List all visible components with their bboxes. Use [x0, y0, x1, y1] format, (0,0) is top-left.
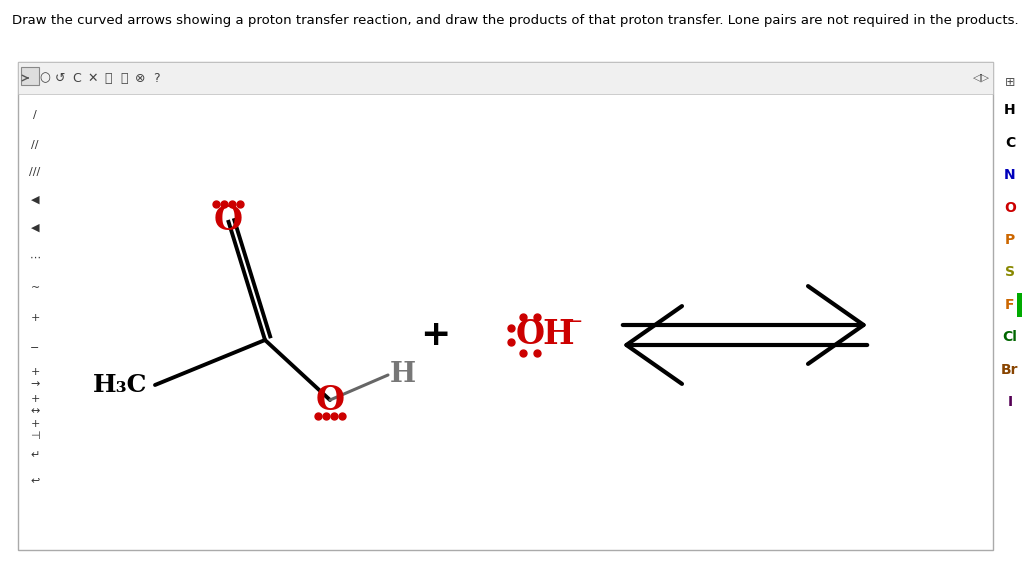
Text: ⊞: ⊞	[1005, 76, 1015, 89]
Text: ◀: ◀	[31, 195, 39, 205]
Bar	[18, 62, 993, 94]
Text: Draw the curved arrows showing a proton transfer reaction, and draw the products: Draw the curved arrows showing a proton …	[12, 14, 1019, 27]
Text: ↺: ↺	[54, 72, 66, 85]
Text: O: O	[1005, 201, 1016, 215]
Text: −: −	[31, 343, 40, 353]
Text: ///: ///	[30, 167, 41, 177]
Text: C: C	[73, 72, 81, 85]
Text: ◁▷: ◁▷	[973, 73, 990, 83]
Text: H: H	[390, 362, 416, 389]
Text: ?: ?	[153, 72, 160, 85]
Text: ◀: ◀	[31, 223, 39, 233]
Text: F: F	[1006, 298, 1015, 312]
Text: H: H	[542, 319, 573, 351]
Text: +
⊣: + ⊣	[30, 419, 40, 441]
Text: Cl: Cl	[1002, 330, 1018, 344]
Text: +: +	[420, 318, 451, 352]
Text: O: O	[213, 203, 243, 237]
Bar	[18, 62, 993, 550]
Text: C: C	[1005, 136, 1015, 150]
Text: ↵: ↵	[31, 450, 40, 460]
Text: ⊗: ⊗	[135, 72, 145, 85]
Text: N: N	[1005, 168, 1016, 182]
Text: ~: ~	[31, 283, 40, 293]
Text: Br: Br	[1001, 363, 1019, 377]
Text: ✕: ✕	[88, 72, 98, 85]
Text: H₃C: H₃C	[92, 373, 147, 397]
Text: /: /	[33, 110, 37, 120]
Text: P: P	[1005, 233, 1015, 247]
Text: O: O	[515, 319, 545, 351]
Text: −: −	[567, 311, 584, 331]
Text: ⬜: ⬜	[120, 72, 128, 85]
Text: H: H	[1005, 103, 1016, 117]
Bar	[22, 67, 39, 85]
Text: S: S	[1005, 265, 1015, 279]
Text: I: I	[1008, 395, 1013, 409]
Bar	[1017, 293, 1022, 317]
Text: +: +	[31, 313, 40, 323]
Text: ○: ○	[40, 72, 50, 85]
Text: +
↔: + ↔	[31, 394, 40, 416]
Text: ⋯: ⋯	[30, 253, 41, 263]
Text: //: //	[32, 140, 39, 150]
Text: ↩: ↩	[31, 475, 40, 485]
Text: O: O	[315, 384, 344, 416]
Text: +
→: + →	[31, 367, 40, 389]
Text: ⬜: ⬜	[104, 72, 112, 85]
